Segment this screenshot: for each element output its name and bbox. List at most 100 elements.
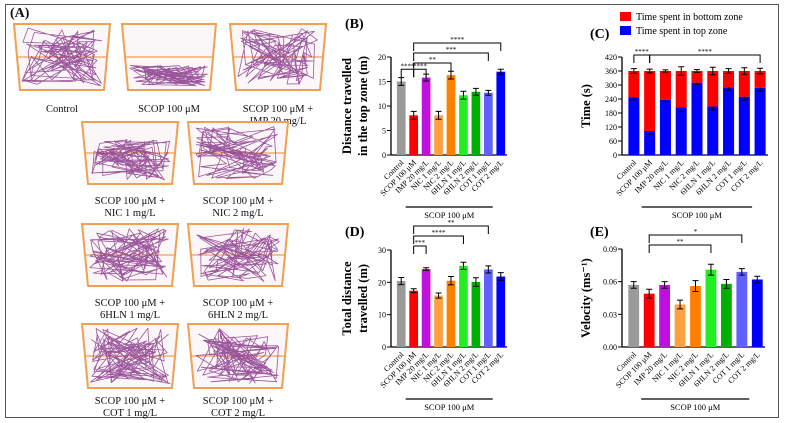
swim-track [89, 228, 169, 282]
caption-line: Control [45, 104, 79, 115]
bar-bottom [723, 71, 735, 88]
error-bar [497, 68, 504, 75]
bar-bottom [644, 71, 656, 131]
bar [409, 115, 419, 155]
bar [459, 265, 468, 347]
swim-track [237, 28, 318, 85]
track-caption: SCOP 100 μM [110, 104, 228, 116]
y-tick-label: 60 [609, 137, 617, 146]
swim-track [196, 227, 280, 282]
bar [434, 115, 443, 155]
y-axis-label: Velocity (ms⁻¹) [579, 258, 593, 338]
significance-label: * [694, 228, 698, 236]
track-image-scop [120, 23, 218, 91]
y-tick-label: 10 [378, 311, 386, 320]
swim-track [90, 139, 171, 181]
bar-bottom [707, 71, 719, 107]
error-bar [692, 280, 699, 292]
bar [483, 269, 493, 347]
y-tick-label: 0.09 [603, 245, 617, 254]
significance-bracket [648, 234, 743, 243]
error-bar [677, 299, 684, 310]
error-bar [741, 67, 748, 75]
significance-bracket [633, 54, 651, 63]
panel-a-label: (A) [10, 6, 30, 21]
chart-b: (B) 0 5 10 15 20 Distance travelled in the top … [340, 17, 507, 220]
error-bar [646, 288, 653, 299]
error-bar [485, 265, 492, 274]
bar-top [754, 87, 766, 155]
significance-label: *** [446, 46, 457, 54]
caption-line: SCOP 100 μM + [202, 298, 274, 309]
y-tick-label: 20 [378, 53, 386, 62]
bar [720, 283, 732, 347]
bar [674, 304, 686, 347]
track-image-hln1 [80, 223, 180, 287]
bar [446, 280, 456, 347]
error-bar [630, 281, 637, 289]
track-caption: Control [2, 104, 122, 116]
significance-bracket [413, 245, 427, 254]
y-tick-label: 300 [605, 81, 617, 90]
bar-top [738, 96, 750, 155]
bar-top [644, 130, 656, 155]
y-tick-label: 20 [378, 278, 386, 287]
bar-bottom [628, 71, 640, 98]
group-label: SCOP 100 μM [424, 402, 475, 412]
error-bar [754, 275, 761, 284]
bar [396, 281, 406, 347]
panel-label: (D) [345, 225, 365, 240]
error-bar [709, 66, 716, 76]
error-bar [435, 292, 442, 299]
caption-line: SCOP 100 μM + [94, 396, 166, 407]
track-caption: SCOP 100 μM +6HLN 1 mg/L [70, 298, 190, 322]
bar [496, 71, 506, 155]
significance-label: ** [429, 56, 437, 64]
significance-bracket [400, 68, 415, 78]
bar [459, 95, 468, 155]
swim-track [129, 65, 208, 87]
figure-border [5, 4, 779, 418]
bar [751, 279, 763, 347]
y-tick-label: 120 [605, 123, 617, 132]
bar [690, 286, 701, 347]
error-bar [410, 288, 417, 294]
significance-bracket [413, 225, 489, 234]
y-axis-label: Distance travelled [340, 58, 354, 154]
track-image-control [12, 23, 112, 91]
caption-line: 6HLN 1 mg/L [99, 310, 161, 321]
bar-top [659, 99, 671, 155]
y-tick-label: 420 [605, 53, 617, 62]
significance-label: **** [400, 62, 415, 70]
error-bar [472, 277, 479, 287]
error-bar [725, 68, 732, 74]
error-bar [448, 276, 454, 286]
swim-track [21, 27, 103, 87]
bar [446, 75, 456, 155]
significance-label: *** [415, 239, 426, 247]
error-bar [678, 66, 685, 76]
error-bar [757, 67, 764, 75]
bar [628, 284, 640, 347]
bar [421, 269, 431, 347]
y-axis-label: in the top zone (m) [356, 56, 370, 156]
bar [396, 81, 406, 155]
error-bar [694, 69, 700, 73]
caption-line: SCOP 100 μM + [202, 196, 274, 207]
bar-top [675, 107, 687, 155]
bar-bottom [675, 71, 687, 108]
bar [705, 269, 717, 347]
error-bar [448, 70, 454, 80]
bar-top [691, 82, 703, 155]
y-tick-label: 180 [605, 109, 617, 118]
significance-label: **** [450, 36, 465, 44]
significance-bracket [413, 62, 452, 71]
caption-line: SCOP 100 μM + [94, 196, 166, 207]
caption-line: COT 2 mg/L [210, 408, 266, 419]
legend-swatch [620, 12, 631, 21]
caption-line: NIC 2 mg/L [212, 208, 264, 219]
